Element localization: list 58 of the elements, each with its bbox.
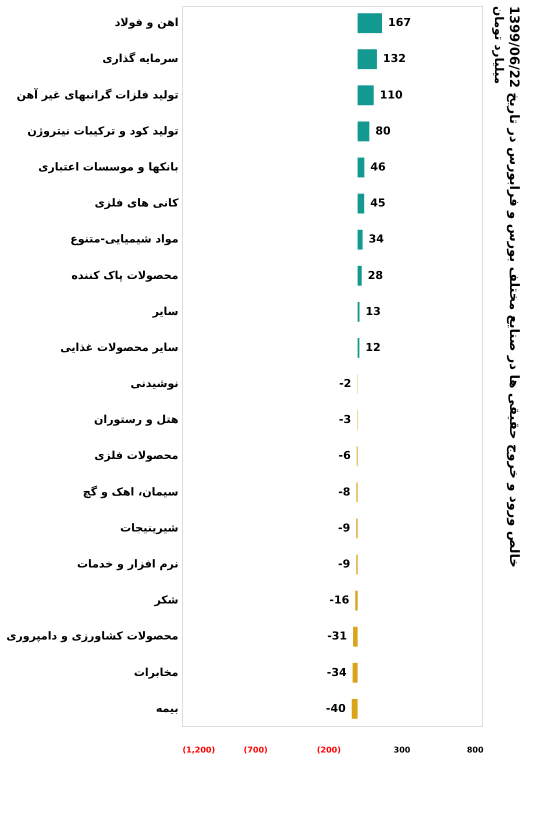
bar (352, 662, 358, 683)
bar (358, 266, 362, 286)
data-label: 46 (370, 160, 386, 174)
data-label: -40 (326, 702, 346, 715)
bar (358, 121, 370, 142)
y-tick-label: نوشیدنی (130, 377, 178, 390)
data-label: -2 (339, 377, 352, 390)
data-label: 12 (365, 340, 381, 354)
y-tick-label: هتل و رستوران (94, 413, 178, 426)
y-tick-label: سایر (152, 304, 178, 318)
x-tick-label: (700) (244, 746, 268, 754)
y-tick-label: مخابرات (134, 666, 178, 679)
data-label: -6 (338, 449, 352, 462)
data-label: -3 (338, 413, 352, 426)
y-tick-label: تولید کود و ترکیبات نیتروژن (27, 124, 178, 138)
data-label: -8 (338, 485, 350, 498)
y-tick-label: کانی های فلزی (94, 196, 180, 210)
bar (352, 698, 358, 719)
y-tick-label: شکر (153, 594, 178, 607)
bar (358, 85, 374, 106)
data-label: -9 (338, 521, 350, 534)
y-tick-label: مواد شیمیایی-متنوع (70, 232, 178, 246)
y-tick-label: نرم افزار و خدمات (76, 557, 178, 570)
data-label: 110 (380, 88, 404, 102)
data-label: 13 (366, 304, 381, 318)
x-tick-label: 800 (466, 746, 484, 754)
y-tick-label: محصولات کشاورزی و دامپروری (6, 630, 178, 643)
y-tick-label: بانکها و موسسات اعتباری (38, 160, 178, 174)
bar (358, 194, 364, 214)
data-label: 28 (368, 268, 384, 282)
text: خالص ورود و خروج حقیقی ها در صنایع مختلف بورس و فرابورس در تاریخ 1399/06/22 (506, 6, 522, 568)
data-label: -31 (327, 630, 348, 643)
bar (353, 626, 358, 647)
data-label: 80 (375, 124, 391, 138)
y-tick-label: سرمایه گذاری (102, 52, 178, 66)
bar (358, 230, 363, 250)
y-tick-label: بیمه (156, 702, 178, 715)
y-tick-label: شیرینیجات (120, 521, 178, 534)
x-tick-label: (200) (316, 746, 341, 754)
bar (358, 13, 382, 34)
data-label: -16 (329, 594, 350, 607)
bar (358, 158, 364, 178)
y-tick-label: محصولات پاک کننده (71, 268, 178, 282)
data-label: -9 (338, 557, 350, 570)
x-tick-label: (1,200) (182, 746, 216, 754)
data-label: -34 (326, 666, 347, 679)
y-tick-label: اهن و فولاد (114, 16, 178, 30)
data-label: 34 (368, 232, 384, 246)
y-tick-label: محصولات فلزی (94, 449, 178, 462)
data-label: 45 (370, 196, 386, 210)
data-label: 132 (382, 52, 406, 66)
data-label: 167 (388, 16, 412, 30)
bar (358, 49, 377, 70)
text: میلیارد تومان (492, 6, 506, 84)
y-tick-label: سیمان، اهک و گچ (82, 485, 178, 498)
y-tick-label: تولید فلزات گرانبهای غیر آهن (16, 87, 178, 102)
y-tick-label: سایر محصولات غذایی (60, 340, 178, 354)
x-tick-label: 300 (394, 746, 411, 754)
